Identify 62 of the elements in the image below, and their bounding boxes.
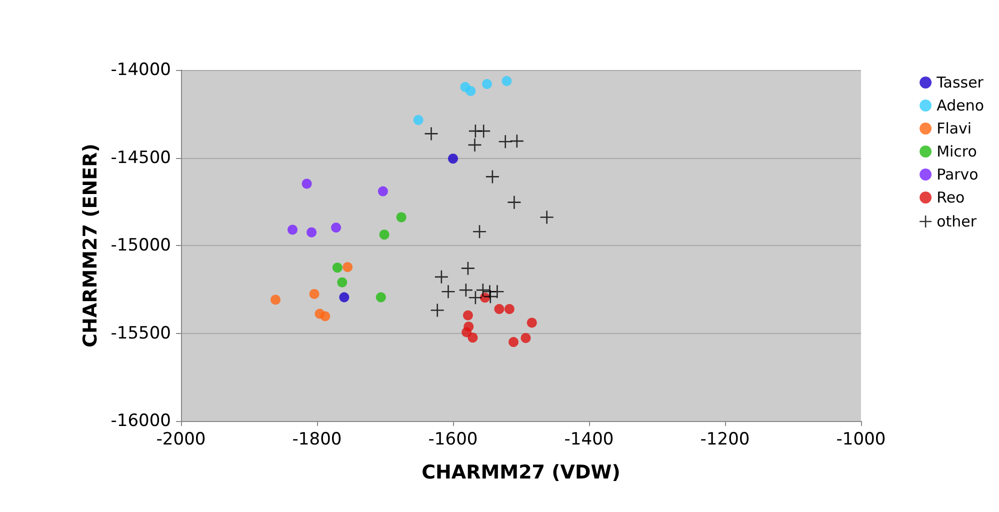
point	[472, 224, 487, 239]
point	[337, 277, 348, 288]
point	[460, 261, 476, 276]
x-tick-label: -1600	[428, 430, 478, 450]
legend-label: Flavi	[936, 120, 972, 138]
point	[510, 134, 524, 148]
point	[396, 212, 406, 222]
point	[379, 230, 390, 240]
point	[507, 195, 522, 210]
point	[485, 170, 500, 184]
legend-label: Tasser	[936, 74, 984, 92]
point	[468, 332, 478, 343]
point	[520, 332, 531, 343]
point	[482, 79, 492, 90]
point	[309, 288, 320, 299]
point	[466, 86, 476, 96]
point	[504, 304, 514, 314]
point	[462, 310, 473, 320]
y-tick-label: -14500	[110, 148, 171, 168]
point	[424, 126, 438, 141]
point	[332, 262, 342, 273]
point	[331, 222, 342, 233]
point	[508, 337, 519, 348]
x-axis-title: CHARMM27 (VDW)	[422, 462, 620, 484]
point	[378, 186, 388, 196]
point	[462, 327, 472, 338]
point	[476, 124, 491, 138]
point	[498, 134, 513, 149]
point	[270, 294, 281, 305]
point	[342, 262, 353, 272]
point	[339, 292, 350, 302]
point	[468, 138, 482, 152]
point	[288, 224, 298, 235]
point	[441, 284, 456, 299]
legend-label: other	[936, 212, 978, 230]
legend-label: Adeno	[936, 96, 984, 114]
x-tick-label: -1400	[564, 430, 614, 450]
x-tick-label: -1000	[836, 430, 886, 450]
point	[502, 76, 512, 86]
point	[490, 284, 504, 299]
point	[540, 210, 554, 224]
point	[494, 304, 504, 314]
point	[302, 178, 312, 189]
point	[320, 311, 330, 322]
point	[413, 115, 424, 126]
y-tick-label: -14000	[110, 60, 171, 80]
legend-label: Parvo	[936, 166, 978, 184]
point	[376, 292, 386, 302]
y-tick-label: -15500	[110, 323, 171, 344]
point	[306, 227, 317, 238]
x-tick-label: -1200	[700, 430, 750, 450]
point	[526, 318, 537, 328]
legend-label: Micro	[936, 142, 977, 160]
point	[448, 154, 458, 164]
y-tick-label: -16000	[110, 411, 171, 431]
x-tick-label: -2000	[156, 430, 206, 450]
legend-label: Reo	[936, 188, 965, 206]
x-tick-label: -1800	[292, 430, 342, 450]
point	[430, 303, 445, 318]
y-axis-title: CHARMM27 (ENER)	[79, 144, 102, 348]
point	[434, 270, 449, 284]
y-tick-label: -15000	[110, 236, 171, 256]
